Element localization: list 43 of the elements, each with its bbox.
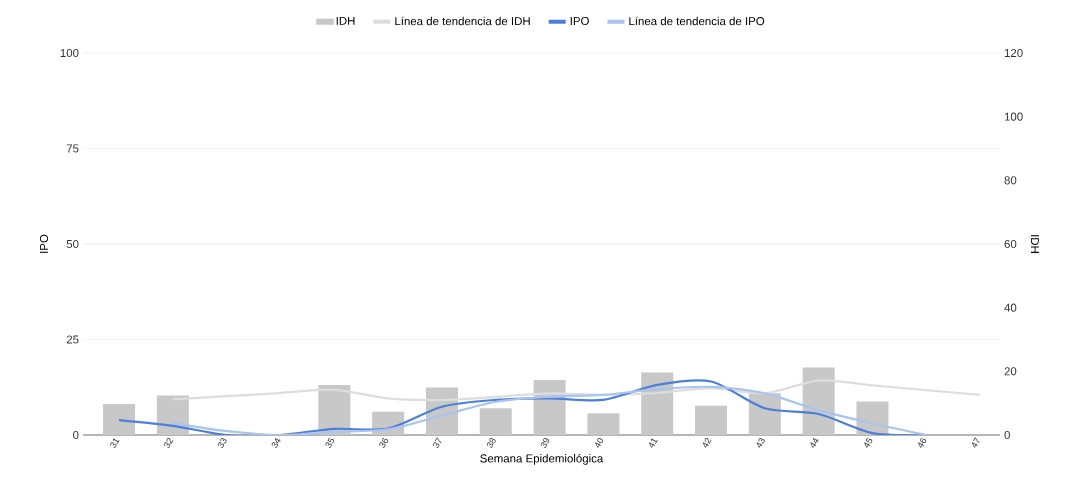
x-tick-label: 39 [540,438,550,448]
bar [748,393,781,435]
x-tick-label: 40 [595,438,604,448]
x-tick-label: 47 [971,437,980,448]
legend-label: IPO [570,16,589,25]
line-series [171,379,982,402]
x-tick-label: 35 [325,437,335,448]
x-tick-label: 41 [649,438,658,448]
x-tick-label: 42 [702,437,712,448]
x-tick-label: 38 [486,437,496,448]
bar [479,408,512,435]
bar [695,405,728,435]
y-tick-label: 75 [66,144,79,153]
y2-tick-label: 60 [1004,239,1017,249]
x-axis-title: Semana Epidemiológica [480,453,604,465]
x-tick-label: 34 [271,437,281,448]
legend-label: Línea de tendencia de IDH [395,16,530,26]
line-series [171,385,928,435]
y-tick-label: 100 [60,48,79,58]
y2-tick-label: 80 [1004,176,1017,185]
y2-tick-label: 40 [1004,303,1017,312]
x-tick-label: 46 [918,437,927,448]
y2-tick-label: 100 [1004,112,1023,121]
x-tick-label: 43 [756,437,765,448]
y2-axis-title: IDH [1030,235,1039,253]
x-tick-label: 45 [864,437,873,448]
x-tick-label: 37 [433,437,442,448]
bar [587,413,620,435]
x-tick-label: 31 [110,438,120,448]
y2-tick-label: 120 [1004,48,1023,58]
x-tick-label: 44 [810,437,819,448]
legend-label: IDH [336,16,355,25]
y2-tick-label: 20 [1004,367,1017,376]
legend-label: Línea de tendencia de IPO [629,16,765,26]
x-tick-label: 33 [217,437,227,448]
y-tick-label: 25 [66,335,79,344]
x-tick-label: 36 [379,437,388,448]
x-tick-label: 32 [164,437,174,448]
y-axis-title: IPO [39,234,49,253]
y-tick-label: 50 [66,239,79,249]
bar [103,404,136,435]
y-tick-label: 0 [73,430,79,440]
y2-tick-label: 0 [1004,430,1010,440]
